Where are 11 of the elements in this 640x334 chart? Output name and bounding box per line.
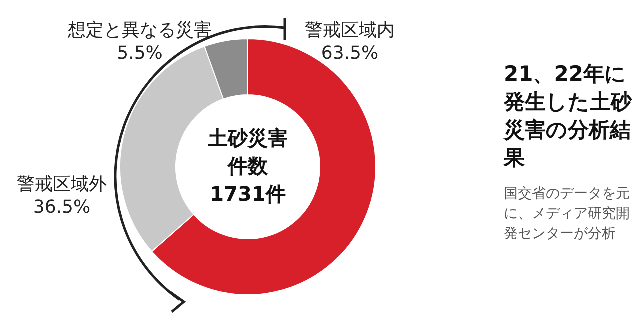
slice-label: 想定と異なる災害 bbox=[67, 20, 212, 41]
data-label: 63.5% bbox=[321, 43, 379, 64]
slice-label: 警戒区域内 bbox=[305, 20, 395, 41]
data-label: 5.5% bbox=[117, 43, 163, 64]
text: 1731件 bbox=[210, 182, 286, 206]
text: 36.5% bbox=[33, 197, 91, 218]
text: 21、22年に発生した土砂災害の分析結果 bbox=[504, 61, 634, 172]
text: 件数 bbox=[227, 154, 269, 178]
text: 土砂災害 bbox=[207, 126, 288, 150]
slice-label: 警戒区域外 bbox=[17, 174, 107, 195]
text: 国交省のデータを元に、メディア研究開発センターが分析 bbox=[504, 185, 631, 244]
